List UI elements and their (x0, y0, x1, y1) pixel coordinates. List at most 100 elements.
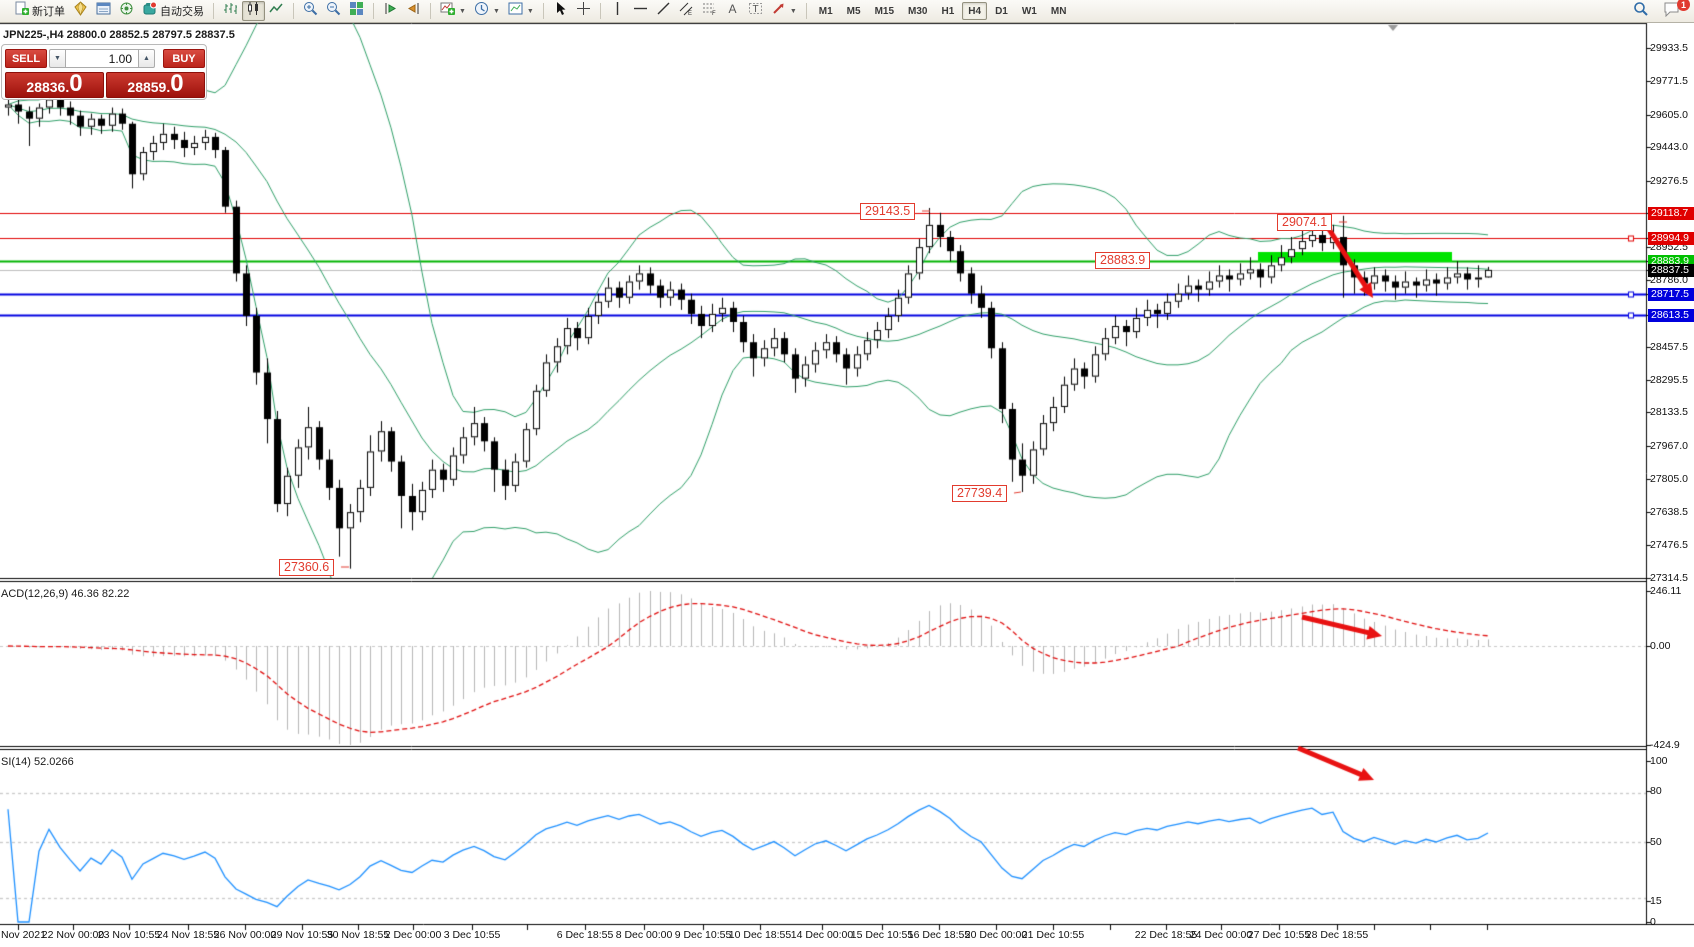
buy-button[interactable]: BUY (163, 49, 205, 68)
rsi-axis-label: 100 (1650, 755, 1668, 767)
volume-input[interactable]: 1.00 (66, 49, 138, 68)
candlestick-chart-button[interactable] (242, 1, 265, 21)
arrows-tool-button[interactable]: ▼ (767, 1, 801, 21)
tile-windows-button[interactable] (345, 1, 368, 21)
chart-shift-button[interactable] (402, 1, 425, 21)
channel-tool-button[interactable]: E (675, 1, 698, 21)
volume-decrease-button[interactable]: ▼ (49, 49, 66, 68)
zoom-in-icon (303, 1, 318, 21)
horizontal-line-icon (633, 1, 648, 21)
rsi-axis-label: 15 (1650, 895, 1662, 907)
bar-chart-icon (223, 1, 238, 21)
autotrading-icon (142, 1, 157, 21)
rsi-indicator-label: SI(14) 52.0266 (1, 756, 74, 768)
auto-scroll-button[interactable] (379, 1, 402, 21)
rsi-axis-label: 80 (1650, 785, 1662, 797)
templates-button[interactable]: ▼ (504, 1, 538, 21)
timeframe-M15[interactable]: M15 (874, 5, 895, 17)
svg-text:F: F (712, 11, 716, 16)
date-axis-label: Nov 2021 (1, 929, 46, 941)
vertical-line-icon (610, 1, 625, 21)
new-order-button[interactable]: 新订单 (10, 1, 69, 21)
indicators-icon (440, 1, 455, 21)
price-axis-label: 27638.5 (1650, 506, 1688, 518)
timeframe-H1[interactable]: H1 (941, 5, 955, 17)
price-annotation[interactable]: 29143.5 (860, 203, 916, 220)
price-axis-label: 28457.5 (1650, 341, 1688, 353)
toolbar-separator (430, 3, 431, 19)
horizontal-line-tool-button[interactable] (629, 1, 652, 21)
timeframe-M5[interactable]: M5 (846, 5, 861, 17)
equidistant-channel-icon: E (679, 1, 694, 21)
one-click-trade-panel: SELL ▼ 1.00 ▲ BUY 28836. 0 28859. 0 (1, 44, 207, 100)
dropdown-caret-icon: ▼ (459, 7, 466, 15)
text-tool-button[interactable]: A (721, 1, 744, 21)
date-axis-label: 27 Dec 10:55 (1247, 929, 1311, 941)
price-axis-label: 29605.0 (1650, 109, 1688, 121)
price-axis-label: 28295.5 (1650, 374, 1688, 386)
date-axis-label: 20 Dec 00:00 (964, 929, 1028, 941)
fibonacci-tool-button[interactable]: F (698, 1, 721, 21)
rsi-axis-label: 50 (1650, 836, 1662, 848)
cursor-tool-button[interactable] (549, 1, 572, 21)
date-axis-label: 9 Dec 10:55 (674, 929, 732, 941)
bar-chart-button[interactable] (219, 1, 242, 21)
price-annotation[interactable]: 27360.6 (279, 559, 335, 576)
periods-button[interactable]: ▼ (470, 1, 504, 21)
tile-windows-icon (349, 1, 364, 21)
price-axis-label: 29771.5 (1650, 75, 1688, 87)
new-order-label: 新订单 (32, 6, 65, 18)
date-axis-label: 14 Dec 00:00 (790, 929, 854, 941)
price-annotation[interactable]: 27739.4 (952, 485, 1008, 502)
buy-price-small: 28859. (127, 79, 171, 95)
toolbar-separator (805, 3, 807, 19)
timeframe-H4[interactable]: H4 (962, 2, 988, 20)
navigator-button[interactable] (115, 1, 138, 21)
zoom-out-button[interactable] (322, 1, 345, 21)
price-axis-label-current: 28837.5 (1648, 264, 1694, 277)
buy-price[interactable]: 28859. 0 (106, 72, 205, 98)
timeframe-M30[interactable]: M30 (908, 5, 928, 17)
price-axis-label: 27314.5 (1650, 572, 1688, 584)
line-chart-button[interactable] (265, 1, 288, 21)
cursor-icon (553, 1, 568, 21)
timeframe-W1[interactable]: W1 (1021, 5, 1037, 17)
zoom-in-button[interactable] (299, 1, 322, 21)
date-axis-label: 22 Dec 18:55 (1134, 929, 1198, 941)
price-annotation[interactable]: 28883.9 (1095, 252, 1151, 269)
line-chart-icon (269, 1, 284, 21)
market-watch-icon (73, 1, 88, 21)
price-axis-label: 27967.0 (1650, 440, 1688, 452)
sell-price[interactable]: 28836. 0 (5, 72, 104, 98)
trendline-tool-button[interactable] (652, 1, 675, 21)
date-axis-label: 24 Nov 18:55 (156, 929, 220, 941)
buy-price-big: 0 (170, 70, 184, 97)
market-watch-button[interactable] (69, 1, 92, 21)
data-window-button[interactable] (92, 1, 115, 21)
price-annotation[interactable]: 29074.1 (1277, 214, 1333, 231)
date-axis-label: 24 Dec 00:00 (1189, 929, 1253, 941)
dropdown-caret-icon: ▼ (526, 7, 534, 15)
vertical-line-tool-button[interactable] (606, 1, 629, 21)
toolbar-separator (213, 3, 214, 19)
price-axis-label: 29276.5 (1650, 175, 1688, 187)
timeframe-M1[interactable]: M1 (818, 5, 833, 17)
crosshair-tool-button[interactable] (572, 1, 595, 21)
notifications-button[interactable]: 1 (1659, 0, 1690, 21)
text-label-icon: T (748, 1, 763, 21)
text-icon: A (725, 1, 740, 21)
date-axis-label: 3 Dec 10:55 (443, 929, 501, 941)
date-axis-label: 15 Dec 10:55 (850, 929, 914, 941)
volume-increase-button[interactable]: ▲ (138, 49, 155, 68)
timeframe-MN[interactable]: MN (1050, 5, 1067, 17)
timeframe-D1[interactable]: D1 (995, 5, 1008, 17)
search-button[interactable] (1629, 1, 1653, 21)
text-label-tool-button[interactable]: T (744, 1, 767, 21)
svg-text:E: E (688, 11, 692, 16)
sell-button[interactable]: SELL (5, 49, 47, 68)
indicators-button[interactable]: ▼ (436, 1, 470, 21)
autotrading-button[interactable]: 自动交易 (138, 1, 208, 21)
date-axis-label: 28 Dec 18:55 (1305, 929, 1369, 941)
